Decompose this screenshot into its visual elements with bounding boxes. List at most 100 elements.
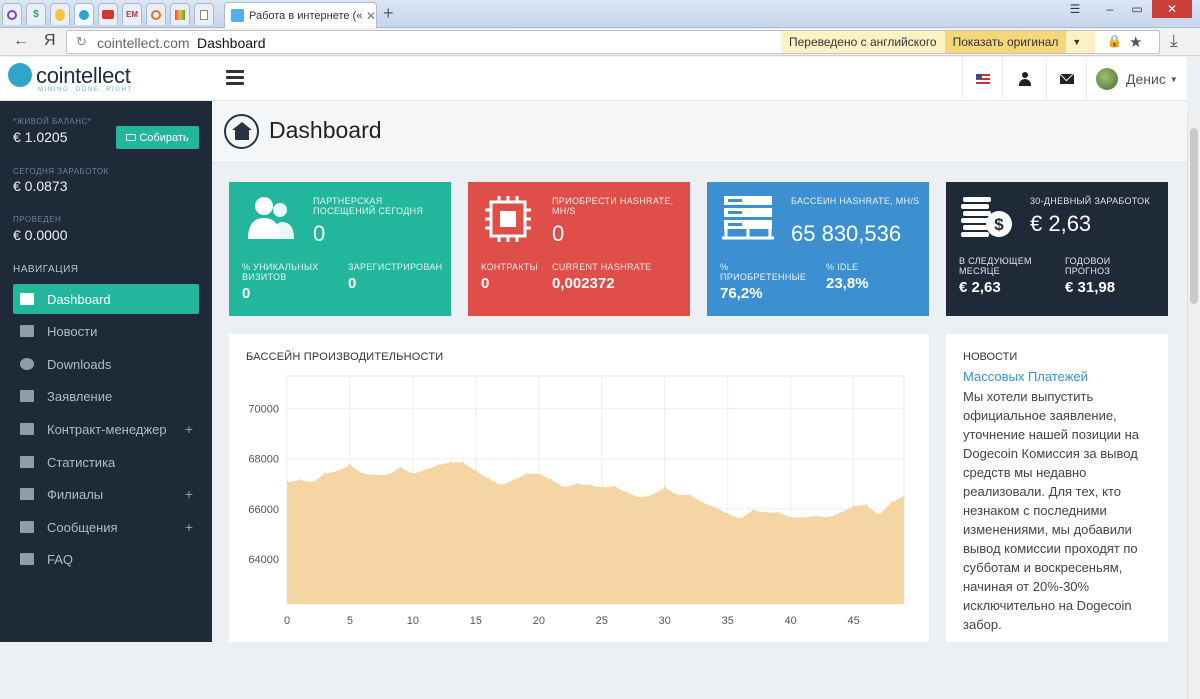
- pinned-tab-page[interactable]: [194, 3, 214, 25]
- sidebar-item-affiliates[interactable]: Филиалы +: [13, 479, 199, 509]
- messages-button[interactable]: [1046, 57, 1086, 101]
- data-point: [575, 482, 578, 485]
- pinned-tab-youtube[interactable]: [98, 3, 118, 25]
- avatar: [1096, 68, 1118, 90]
- coins-icon: $: [961, 197, 1012, 237]
- data-point: [689, 494, 691, 496]
- pinned-tab-opera[interactable]: [2, 3, 22, 25]
- y-tick-label: 70000: [248, 404, 279, 416]
- chart-title: БАССЕЙН ПРОИЗВОДИТЕЛЬНОСТИ: [246, 351, 444, 363]
- browser-tab-strip: $ EM Работа в интернете (« ✕ + ☰ – ▭ ✕: [0, 0, 1200, 28]
- card-title: БАССЕИН HASHRATE, MH/S: [791, 196, 920, 206]
- card-sub1-label: В СЛЕДУЮЩЕМ МЕСЯЦЕ: [959, 256, 1032, 276]
- address-bar: ← Я ↻ cointellect.com Dashboard Переведе…: [0, 28, 1200, 56]
- star-icon[interactable]: ★: [1129, 34, 1143, 51]
- data-point: [890, 501, 893, 504]
- translate-status: Переведено с английского: [789, 35, 937, 49]
- sidebar-item-statistics[interactable]: Статистика: [13, 447, 199, 477]
- card-sub2-value: 23,8%: [826, 275, 869, 292]
- data-point: [638, 496, 641, 499]
- pinned-tab-em[interactable]: EM: [122, 3, 142, 25]
- logo-name: cointellect: [36, 63, 131, 88]
- lock-icon[interactable]: 🔒: [1107, 34, 1122, 48]
- user-menu[interactable]: Денис ▼: [1086, 57, 1186, 101]
- sidebar-item-contract-manager[interactable]: Контракт-менеджер +: [13, 414, 199, 444]
- sidebar-item-label: Контракт-менеджер: [47, 421, 167, 437]
- paid-value: € 0.0000: [13, 227, 68, 243]
- data-point: [827, 516, 830, 519]
- wrench-icon: [20, 423, 34, 435]
- sidebar-item-statement[interactable]: Заявление: [13, 381, 199, 411]
- sidebar-item-dashboard[interactable]: Dashboard: [13, 284, 199, 314]
- y-tick-label: 68000: [248, 454, 279, 466]
- back-icon[interactable]: ←: [13, 32, 29, 49]
- svg-text:$: $: [994, 215, 1004, 234]
- yandex-logo[interactable]: Я: [44, 32, 56, 49]
- collect-button-label: Собирать: [139, 131, 189, 144]
- data-point: [500, 484, 502, 486]
- sidebar-item-label: Заявление: [47, 388, 113, 404]
- data-point: [323, 472, 326, 475]
- reload-icon[interactable]: ↻: [76, 34, 87, 49]
- sidebar-item-label: Сообщения: [47, 519, 118, 535]
- data-point: [424, 469, 427, 471]
- news-link[interactable]: Массовых Платежей: [963, 369, 1088, 384]
- data-point: [802, 516, 805, 519]
- today-earnings-value: € 0.0873: [13, 178, 68, 194]
- pinned-tab-colorful[interactable]: [170, 3, 190, 25]
- data-point: [538, 472, 540, 475]
- users-icon: [20, 488, 34, 500]
- minimize-icon[interactable]: –: [1106, 2, 1114, 16]
- menu-icon[interactable]: ☰: [1069, 2, 1081, 16]
- envelope-icon: [1059, 74, 1074, 84]
- data-point: [878, 514, 880, 516]
- download-icon[interactable]: ⤓: [1170, 31, 1178, 50]
- expand-icon: +: [184, 486, 193, 502]
- page-title: Dashboard: [269, 117, 382, 143]
- pinned-tab-cointellect[interactable]: [74, 3, 94, 25]
- x-tick-label: 40: [785, 615, 797, 627]
- x-tick-label: 25: [596, 615, 608, 627]
- url-page-title: Dashboard: [197, 35, 266, 51]
- data-point: [475, 470, 477, 473]
- sidebar-item-messages[interactable]: Сообщения +: [13, 512, 199, 542]
- language-button[interactable]: [962, 57, 1002, 101]
- hamburger-menu-icon[interactable]: [226, 70, 244, 88]
- tab-close-icon[interactable]: ✕: [365, 8, 376, 23]
- data-point: [714, 506, 716, 509]
- show-original-button[interactable]: Показать оригинал: [944, 31, 1067, 53]
- x-tick-label: 45: [848, 615, 860, 627]
- data-point: [588, 484, 591, 486]
- profile-button[interactable]: [1002, 57, 1046, 101]
- data-point: [550, 479, 553, 481]
- sidebar-item-label: Статистика: [47, 454, 116, 470]
- card-sub2-label: ЗАРЕГИСТРИРОВАН: [348, 262, 443, 272]
- scrollbar[interactable]: [1187, 114, 1200, 699]
- card-sub1-label: КОНТРАКТЫ: [481, 262, 538, 272]
- logo[interactable]: cointellect MINING. DONE. RIGHT: [0, 57, 212, 101]
- translate-dropdown-icon[interactable]: ▼: [1072, 37, 1082, 47]
- new-tab-button[interactable]: +: [383, 3, 394, 23]
- data-point: [286, 481, 288, 484]
- pinned-tab-orange[interactable]: [146, 3, 166, 25]
- sidebar-item-news[interactable]: Новости: [13, 316, 199, 346]
- data-point: [412, 472, 414, 475]
- sidebar-item-faq[interactable]: FAQ: [13, 544, 199, 574]
- data-point: [361, 472, 364, 475]
- close-window-icon[interactable]: ✕: [1152, 0, 1192, 18]
- pinned-tab-green[interactable]: $: [26, 3, 46, 25]
- sidebar-item-downloads[interactable]: Downloads: [13, 349, 199, 379]
- card-sub2-value: € 31,98: [1065, 279, 1116, 296]
- scrollbar-thumb[interactable]: [1190, 128, 1198, 304]
- active-tab[interactable]: Работа в интернете (« ✕: [224, 2, 377, 28]
- pool-performance-panel: БАССЕЙН ПРОИЗВОДИТЕЛЬНОСТИ 0 5 10 15 20 25 30 3…: [229, 334, 929, 642]
- pinned-tab-yellow[interactable]: [50, 3, 70, 25]
- url-field[interactable]: ↻ cointellect.com Dashboard Переведено с…: [66, 30, 1160, 54]
- data-point: [449, 461, 452, 464]
- data-point: [739, 518, 742, 520]
- data-point: [399, 466, 402, 469]
- collect-button[interactable]: Собирать: [116, 126, 199, 149]
- top-bar: Денис ▼: [212, 57, 1187, 101]
- maximize-icon[interactable]: ▭: [1131, 2, 1143, 16]
- card-sub2-label: CURRENT HASHRATE: [552, 262, 652, 272]
